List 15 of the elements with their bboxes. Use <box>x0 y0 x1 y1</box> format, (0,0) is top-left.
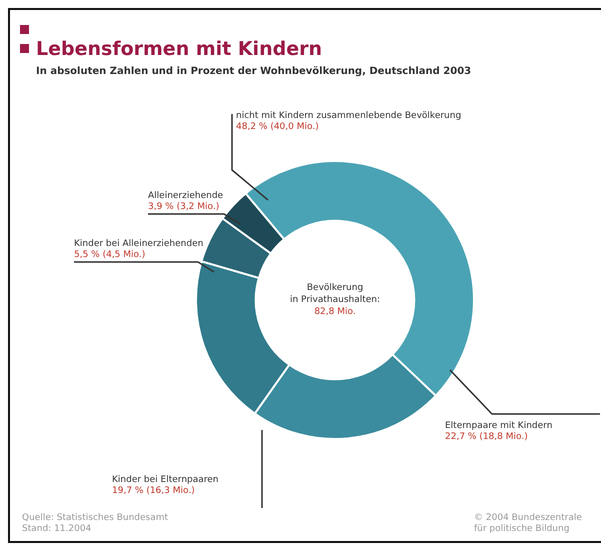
text: Bevölkerung in Privathaushalten: 82,8 Mio. <box>290 283 380 317</box>
data-label: 48,2 % (40,0 Mio.) <box>236 122 319 132</box>
slice-label: nicht mit Kindern zusammenlebende Bevölkerung <box>236 111 462 121</box>
chart-title: Lebensformen mit Kindern <box>36 38 322 60</box>
chart-subtitle: In absoluten Zahlen und in Prozent der Wohnbevölkerung, Deutschland 2003 <box>36 66 472 77</box>
source-note: Quelle: Statistisches Bundesamt Stand: 11.2004 <box>22 513 168 535</box>
slice-label: Alleinerziehende <box>148 191 224 201</box>
slice-label: Kinder bei Alleinerziehenden <box>74 239 204 249</box>
slice-label: Kinder bei Elternpaaren <box>112 475 219 485</box>
data-label: 22,7 % (18,8 Mio.) <box>445 432 528 442</box>
slice-label: Elternpaare mit Kindern <box>445 421 552 431</box>
text: © 2004 Bundeszentrale für politische Bildung <box>474 513 582 535</box>
data-label: 19,7 % (16,3 Mio.) <box>112 486 195 496</box>
data-label: 3,9 % (3,2 Mio.) <box>148 202 220 212</box>
data-label: 5,5 % (4,5 Mio.) <box>74 250 146 260</box>
